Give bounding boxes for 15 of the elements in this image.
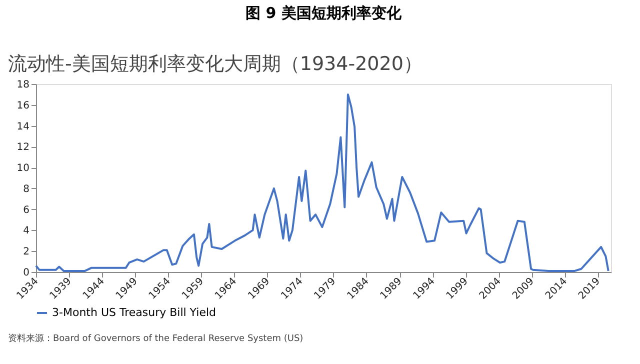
text: 资料来源：Board of Governors of the Federal Reserve System (US) — [8, 333, 304, 344]
y-tick-label: 0 — [23, 268, 30, 278]
y-tick-label: 16 — [16, 100, 30, 112]
legend-label: 3-Month US Treasury Bill Yield — [52, 306, 216, 319]
y-tick-label: 18 — [16, 80, 30, 90]
y-tick-label: 6 — [23, 204, 30, 216]
y-tick-label: 2 — [23, 246, 30, 258]
chart-subtitle: 流动性-美国短期利率变化大周期（1934-2020） — [8, 53, 422, 75]
y-tick-label: 8 — [23, 184, 30, 195]
chart-title: 图 9 美国短期利率变化 — [246, 4, 402, 22]
y-tick-label: 10 — [16, 163, 30, 174]
y-tick-label: 4 — [23, 226, 30, 237]
y-tick-label: 14 — [16, 121, 30, 132]
y-tick-label: 12 — [16, 142, 30, 154]
line-series — [35, 93, 610, 272]
